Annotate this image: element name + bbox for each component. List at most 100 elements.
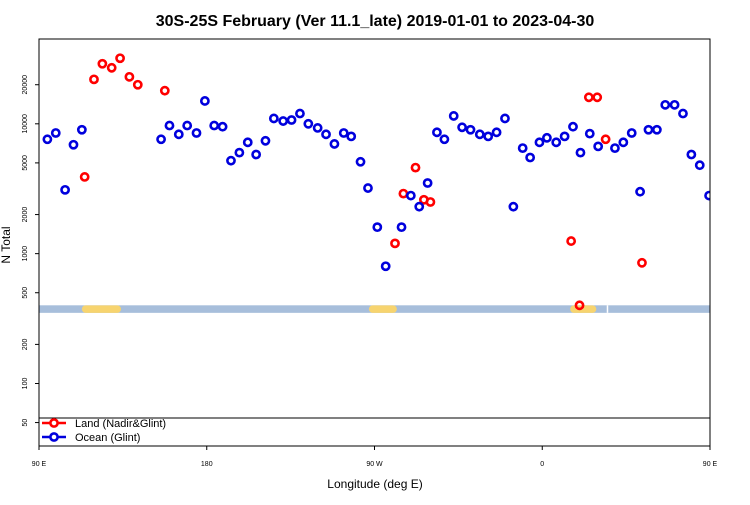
ocean-point: [575, 147, 586, 158]
ocean-point: [303, 118, 314, 129]
legend-label: Land (Nadir&Glint): [75, 418, 166, 430]
ocean-point: [584, 128, 595, 139]
ocean-point: [405, 190, 416, 201]
y-tick-label: 2000: [22, 207, 29, 223]
y-axis-label: N Total: [0, 226, 13, 263]
ocean-point: [42, 134, 53, 145]
ocean-point: [704, 190, 710, 201]
ocean-point: [542, 132, 552, 143]
surface-type-band: [39, 305, 710, 313]
x-tick-label: 90 W: [366, 461, 383, 468]
ocean-point: [191, 128, 202, 138]
ocean-point: [355, 156, 366, 167]
legend: Land (Nadir&Glint) Ocean (Glint): [39, 417, 710, 444]
y-tick-label: 500: [22, 287, 29, 299]
ocean-point: [660, 99, 671, 110]
ocean-point: [517, 143, 528, 154]
land-point: [398, 188, 409, 199]
x-tick-label: 180: [201, 461, 213, 468]
ocean-point: [363, 183, 373, 193]
ocean-point: [474, 129, 485, 140]
ocean-point: [678, 108, 688, 119]
ocean-point: [329, 139, 340, 149]
land-point: [425, 197, 436, 207]
land-point: [390, 238, 400, 249]
ocean-point: [508, 201, 519, 212]
land-point: [592, 92, 603, 103]
ocean-point: [694, 160, 705, 171]
ocean-point: [50, 128, 61, 138]
ocean-point: [156, 134, 166, 145]
ocean-point: [372, 222, 383, 233]
ocean-point: [448, 111, 459, 121]
ocean-point: [643, 124, 654, 135]
ocean-point: [295, 108, 305, 119]
ocean-point: [651, 124, 662, 135]
ocean-point: [593, 141, 604, 152]
ocean-point: [525, 152, 536, 163]
ocean-point: [465, 124, 476, 135]
ocean-point: [173, 129, 184, 140]
ocean-point: [182, 120, 193, 131]
y-tick-label: 200: [22, 338, 29, 350]
land-point: [89, 74, 99, 85]
ocean-point: [68, 139, 79, 150]
x-tick-label: 90 E: [703, 461, 718, 468]
land-point: [583, 92, 594, 103]
land-point: [115, 53, 125, 64]
ocean-point: [669, 99, 680, 110]
y-tick-label: 20000: [22, 75, 29, 95]
chart-title: 30S-25S February (Ver 11.1_late) 2019-01…: [156, 13, 595, 30]
ocean-point: [268, 113, 279, 124]
land-point: [600, 134, 611, 145]
x-tick-label: 90 E: [32, 461, 47, 468]
ocean-point: [278, 116, 289, 126]
legend-marker: [49, 418, 59, 428]
ocean-point: [686, 149, 697, 160]
ocean-point: [500, 113, 510, 124]
y-tick-label: 1000: [22, 246, 29, 262]
land-point: [637, 257, 647, 268]
ocean-point: [559, 131, 570, 142]
land-point: [574, 300, 585, 311]
ocean-point: [164, 120, 175, 131]
ocean-point: [76, 124, 87, 135]
land-point: [124, 71, 135, 82]
y-tick-label: 5000: [22, 155, 29, 171]
ocean-point: [226, 155, 236, 166]
axes: 90 E 180 90 W 0 90 E 50 100 200 500 1000 2000 5000 1…: [22, 38, 718, 468]
ocean-point: [286, 115, 297, 125]
ocean-point: [346, 131, 357, 142]
land-point: [410, 162, 421, 173]
x-axis-label: Longitude (deg E): [327, 477, 422, 491]
ocean-point: [551, 137, 562, 148]
ocean-point: [414, 201, 425, 212]
ocean-point: [260, 135, 271, 146]
ocean-point: [321, 129, 331, 140]
land-point: [159, 85, 170, 96]
ocean-point: [242, 137, 253, 148]
ocean-point: [618, 137, 629, 148]
ocean-point: [251, 149, 262, 160]
land-point: [746, 173, 750, 180]
ocean-point: [626, 128, 637, 138]
ocean-point: [439, 134, 450, 145]
ocean-point: [234, 147, 245, 158]
ocean-point: [534, 137, 545, 148]
x-tick-label: 0: [540, 461, 544, 468]
ocean-point: [491, 127, 502, 138]
y-tick-label: 100: [22, 378, 29, 390]
ocean-point: [731, 129, 738, 136]
ocean-point: [217, 121, 228, 132]
ocean-point: [380, 261, 391, 272]
land-point: [566, 236, 577, 246]
data-points: [42, 53, 750, 311]
ocean-point: [635, 186, 646, 197]
land-band-segment: [81, 305, 122, 313]
ocean-point: [739, 136, 746, 143]
land-point: [79, 172, 90, 182]
land-point: [106, 62, 117, 73]
land-point: [132, 79, 143, 90]
